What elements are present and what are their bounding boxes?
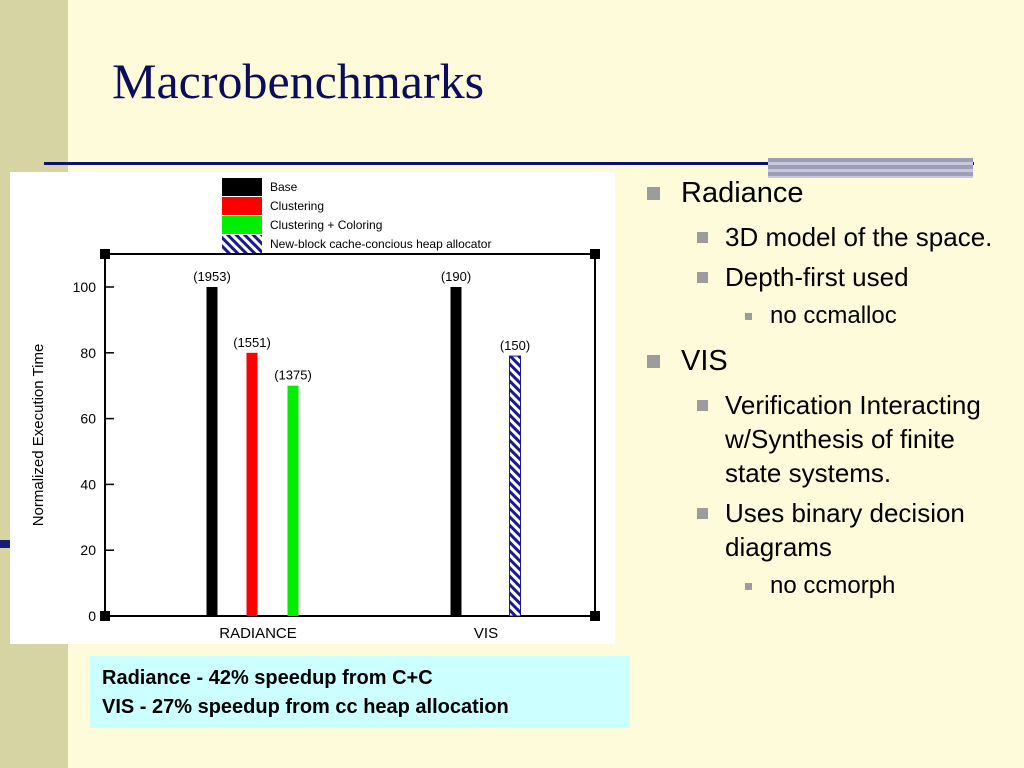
y-tick-label: 20 — [80, 542, 96, 558]
square-bullet-icon — [745, 583, 752, 590]
note-line-vis: VIS - 27% speedup from cc heap allocatio… — [102, 696, 509, 718]
bar — [246, 352, 258, 616]
bar-value-label: (1953) — [193, 269, 231, 284]
square-bullet-icon — [745, 313, 752, 320]
chart-legend: Base Clustering Clustering + Coloring New-b… — [222, 178, 491, 253]
bar-value-label: (150) — [500, 338, 530, 353]
note-line-radiance: Radiance - 42% speedup from C+C — [102, 667, 433, 689]
square-bullet-icon — [697, 272, 708, 283]
left-decor-mark — [0, 540, 10, 548]
bullet-no-ccmalloc: no ccmalloc — [645, 300, 1017, 332]
y-tick-label: 0 — [88, 608, 96, 624]
title-rule-accent — [768, 158, 973, 178]
bullet-text: Depth-first used — [725, 262, 909, 292]
plot-frame — [100, 249, 600, 621]
bullet-text: Radiance — [681, 177, 804, 209]
y-tick-label: 100 — [73, 279, 97, 295]
bullet-text: 3D model of the space. — [725, 222, 993, 252]
speedup-note-box: Radiance - 42% speedup from C+C VIS - 27… — [90, 656, 630, 728]
legend-swatch — [222, 178, 262, 196]
bar — [206, 287, 218, 616]
bullet-radiance-model: 3D model of the space. — [645, 220, 1017, 254]
frame-corner-marker — [590, 611, 600, 621]
bullet-list: Radiance 3D model of the space. Depth-fi… — [645, 176, 1017, 614]
slide-title: Macrobenchmarks — [112, 53, 485, 109]
bullet-vis: VIS — [645, 344, 1017, 378]
bullet-text: no ccmorph — [770, 572, 896, 599]
bar-value-label: (190) — [441, 269, 471, 284]
legend-label: New-block cache-concious heap allocator — [270, 237, 491, 251]
x-category-label: RADIANCE — [219, 625, 297, 642]
chart-panel: Base Clustering Clustering + Coloring New-b… — [10, 172, 615, 644]
bullet-vis-bdd: Uses binary decision diagrams — [645, 496, 1017, 564]
legend-label: Clustering + Coloring — [270, 218, 382, 232]
bullet-vis-verification: Verification Interacting w/Synthesis of … — [645, 388, 1017, 490]
bullet-text: Uses binary decision diagrams — [725, 498, 965, 562]
bullet-radiance-depth: Depth-first used — [645, 260, 1017, 294]
frame-corner-marker — [100, 249, 110, 259]
bullet-no-ccmorph: no ccmorph — [645, 570, 1017, 602]
x-axis: RADIANCE VIS — [219, 625, 498, 642]
y-tick-label: 80 — [80, 345, 96, 361]
title-rule — [44, 162, 974, 165]
bullet-text: no ccmalloc — [770, 302, 897, 329]
square-bullet-icon — [647, 187, 660, 200]
y-axis-label: Normalized Execution Time — [30, 344, 47, 527]
legend-label: Base — [270, 180, 298, 194]
square-bullet-icon — [647, 355, 660, 368]
frame-corner-marker — [590, 249, 600, 259]
square-bullet-icon — [697, 232, 708, 243]
bar-series: (1953) (1551) (1375) (190) (150) — [193, 269, 530, 617]
y-tick-label: 40 — [80, 476, 96, 492]
bar-chart: Base Clustering Clustering + Coloring New-b… — [30, 178, 600, 642]
legend-swatch — [222, 197, 262, 215]
bar-value-label: (1551) — [233, 335, 271, 350]
bullet-text: Verification Interacting w/Synthesis of … — [725, 390, 981, 488]
bar — [287, 385, 299, 616]
legend-swatch — [222, 216, 262, 234]
legend-label: Clustering — [270, 199, 324, 213]
square-bullet-icon — [697, 400, 708, 411]
square-bullet-icon — [697, 508, 708, 519]
bullet-radiance: Radiance — [645, 176, 1017, 210]
y-axis: 0 20 40 60 80 100 Normalized Execution Time — [30, 279, 114, 624]
legend-swatch — [222, 235, 262, 253]
bar-value-label: (1375) — [274, 368, 312, 383]
y-tick-label: 60 — [80, 411, 96, 427]
bar — [509, 355, 521, 617]
bar — [450, 287, 462, 616]
bullet-text: VIS — [681, 345, 728, 377]
plot-border — [104, 253, 596, 617]
x-category-label: VIS — [474, 625, 498, 642]
